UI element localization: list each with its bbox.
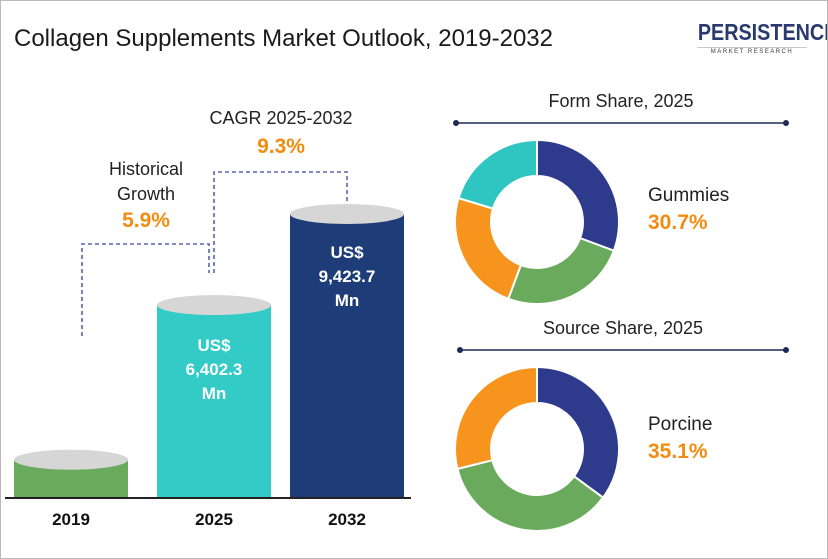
bar-value-label-2019-0: US$ xyxy=(54,495,88,514)
bar-top-2019 xyxy=(14,449,128,470)
bar-value-label-2032-2: Mn xyxy=(335,291,360,310)
bar-value-label-2025-2: Mn xyxy=(202,384,227,403)
form-donut-slice-1 xyxy=(506,236,616,305)
form-donut-slice-0 xyxy=(536,138,620,253)
bar-top-2032 xyxy=(290,204,404,224)
x-tick-label-2019: 2019 xyxy=(52,510,90,529)
x-tick-label-2025: 2025 xyxy=(195,510,233,529)
form-donut-slice-3 xyxy=(457,138,538,210)
bar-value-label-2025-0: US$ xyxy=(197,336,231,355)
source-share-title: Source Share, 2025 xyxy=(542,318,704,338)
bar-value-label-2032-0: US$ xyxy=(330,243,364,262)
source-highlight-value: 35.1% xyxy=(648,440,708,463)
source-donut-slice-2 xyxy=(454,365,538,471)
page-title: Collagen Supplements Market Outlook, 201… xyxy=(14,25,553,52)
source-donut-slice-1 xyxy=(456,458,605,532)
bar-2032 xyxy=(290,214,404,498)
form-share-title: Form Share, 2025 xyxy=(548,91,694,111)
cagr-connector xyxy=(213,171,348,273)
bars-layer: US$1,269.7Mn2019US$6,402.3Mn2025US$9,423… xyxy=(14,204,404,558)
bar-value-label-2019-2: Mn xyxy=(59,543,84,558)
form-highlight-label: Gummies xyxy=(648,185,730,206)
form-highlight-value: 30.7% xyxy=(648,211,708,234)
historical-growth-value: 5.9% xyxy=(122,209,170,232)
x-tick-label-2032: 2032 xyxy=(328,510,366,529)
bar-value-label-2025-1: 6,402.3 xyxy=(186,360,243,379)
form-title-rule xyxy=(453,120,789,126)
historical-growth-label-line1: Historical xyxy=(108,159,183,179)
bar-top-2025 xyxy=(157,295,271,316)
historical-connector xyxy=(81,243,210,336)
source-donut-slice-0 xyxy=(536,365,620,500)
bar-value-label-2032-1: 9,423.7 xyxy=(319,267,376,286)
source-title-rule xyxy=(457,347,789,353)
donuts-layer xyxy=(454,138,620,532)
logo-wordmark: PERSISTENCE xyxy=(697,19,828,45)
historical-growth-label-line2: Growth xyxy=(116,184,176,204)
bar-2025 xyxy=(157,305,271,498)
cagr-value: 9.3% xyxy=(257,135,305,158)
brand-logo: PERSISTENCE MARKET RESEARCH xyxy=(689,15,828,59)
bar-value-label-2019-1: 1,269.7 xyxy=(43,519,100,538)
cagr-label: CAGR 2025-2032 xyxy=(209,108,353,128)
logo-tagline: MARKET RESEARCH xyxy=(710,49,794,55)
source-highlight-label: Porcine xyxy=(648,414,713,435)
logo-divider xyxy=(697,47,807,48)
form-donut-slice-2 xyxy=(454,196,523,301)
